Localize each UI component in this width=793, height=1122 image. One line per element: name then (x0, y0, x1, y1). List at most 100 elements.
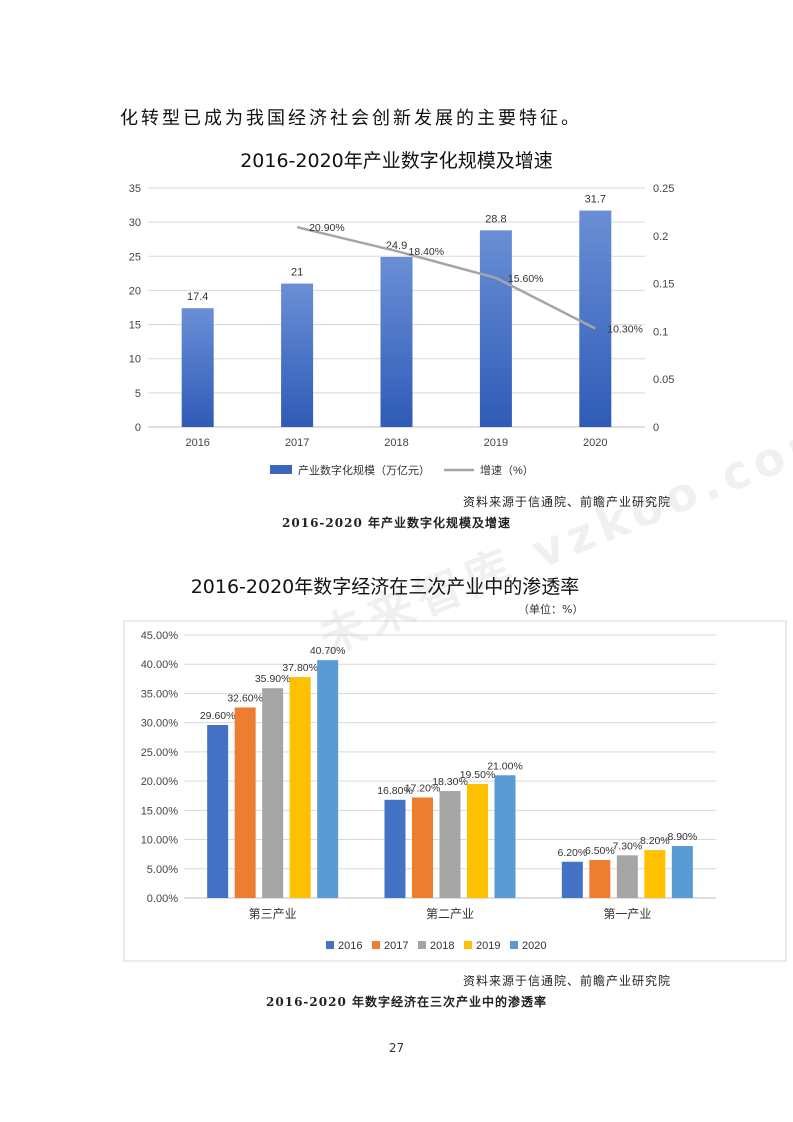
bar (579, 210, 612, 427)
bar-data-label: 17.20% (405, 782, 441, 794)
intro-paragraph: 化转型已成为我国经济社会创新发展的主要特征。 (120, 108, 582, 129)
chart-1-caption: 2016-2020 年产业数字化规模及增速 (282, 516, 511, 530)
y-tick-label: 25 (129, 251, 141, 263)
y-tick-label: 45.00% (141, 630, 179, 642)
bar-data-label: 17.4 (187, 291, 208, 303)
y-tick-label: 10.00% (141, 835, 179, 847)
bar-data-label: 6.50% (585, 845, 615, 857)
y-tick-label: 15.00% (141, 805, 179, 817)
y2-tick-label: 0.25 (653, 183, 674, 195)
y-tick-label: 40.00% (141, 659, 179, 671)
chart-frame (123, 620, 787, 962)
y-tick-label: 30.00% (141, 718, 179, 730)
y2-tick-label: 0 (653, 422, 659, 434)
bar (589, 860, 611, 898)
bar-data-label: 28.8 (485, 213, 506, 225)
x-tick-label: 2017 (285, 437, 309, 449)
bar-data-label: 18.30% (432, 776, 468, 788)
legend-label: 2017 (384, 940, 408, 952)
bar (494, 775, 516, 898)
x-tick-label: 2018 (384, 437, 408, 449)
bar-data-label: 6.20% (557, 847, 587, 859)
x-tick-label: 2016 (185, 437, 209, 449)
growth-line (296, 225, 596, 330)
y-tick-label: 5 (135, 388, 141, 400)
bar (439, 791, 461, 898)
bar (412, 797, 433, 898)
chart-2-source: 资料来源于信通院、前瞻产业研究院 (462, 974, 671, 988)
bar-data-label: 21.00% (487, 760, 523, 772)
line-data-label: 20.90% (309, 222, 345, 234)
y-tick-label: 20.00% (141, 776, 179, 788)
bar-data-label: 35.90% (255, 673, 291, 685)
chart-1-title: 2016-2020年产业数字化规模及增速 (240, 150, 553, 172)
bar-data-label: 8.20% (640, 835, 670, 847)
y-tick-label: 5.00% (147, 864, 178, 876)
y-tick-label: 15 (129, 320, 141, 332)
y-tick-label: 25.00% (141, 747, 179, 759)
legend-label: 2016 (338, 940, 362, 952)
y-tick-label: 10 (129, 354, 141, 366)
legend-label-bar: 产业数字化规模（万亿元） (298, 463, 430, 477)
legend-swatch (372, 941, 380, 949)
x-tick-label: 2019 (484, 437, 508, 449)
y2-tick-label: 0.2 (653, 231, 668, 243)
legend-label: 2019 (476, 940, 500, 952)
y-tick-label: 0.00% (147, 893, 178, 905)
bar (207, 725, 229, 898)
bar (479, 230, 512, 427)
chart-1-source: 资料来源于信通院、前瞻产业研究院 (462, 495, 671, 509)
y2-tick-label: 0.05 (653, 374, 674, 386)
x-tick-label: 第一产业 (603, 907, 651, 921)
y2-tick-label: 0.1 (653, 326, 668, 338)
y-tick-label: 0 (135, 422, 141, 434)
chart-1-svg: 0 5 10 15 20 25 30 35 0 0.05 0.1 0.15 0.2 0.25 17.4 201… (129, 183, 675, 477)
bar (671, 845, 693, 898)
bar-data-label: 7.30% (612, 840, 642, 852)
x-tick-label: 第二产业 (426, 907, 474, 921)
y2-tick-label: 0.15 (653, 279, 674, 291)
bar-data-label: 21 (291, 267, 303, 279)
bar (616, 855, 638, 898)
chart-2-caption: 2016-2020 年数字经济在三次产业中的渗透率 (266, 995, 547, 1009)
x-tick-label: 2020 (583, 437, 607, 449)
chart-2-unit: （单位：%） (518, 603, 584, 616)
line-data-label: 18.40% (409, 246, 445, 258)
bar (289, 677, 311, 898)
line-data-label: 15.60% (508, 273, 544, 285)
y-tick-label: 20 (129, 285, 141, 297)
x-tick-label: 第三产业 (249, 907, 297, 921)
legend-swatch (464, 941, 472, 949)
y-tick-label: 35.00% (141, 688, 179, 700)
legend-label: 2018 (430, 940, 454, 952)
page-number: 27 (388, 1041, 405, 1055)
bar (317, 660, 339, 898)
bar-data-label: 37.80% (282, 662, 318, 674)
bar (384, 799, 406, 898)
bar (467, 784, 488, 898)
y-tick-label: 35 (129, 183, 141, 195)
bar-data-label: 29.60% (200, 710, 236, 722)
bar (644, 850, 666, 898)
bar (281, 283, 314, 427)
legend-swatch (510, 941, 518, 949)
legend-swatch (326, 941, 334, 949)
bar (262, 688, 284, 898)
bar (380, 256, 413, 427)
line-data-label: 10.30% (607, 324, 643, 336)
bar-data-label: 40.70% (310, 645, 346, 657)
legend-label: 2020 (522, 940, 546, 952)
bar-data-label: 8.90% (667, 831, 697, 843)
bar (561, 861, 583, 898)
bar (234, 707, 256, 898)
chart-2-svg: 0.00% 5.00% 10.00% 15.00% 20.00% 25.00% 30.00%… (123, 620, 787, 962)
legend-label-line: 增速（%） (480, 463, 534, 477)
bar (181, 308, 214, 427)
bar-data-label: 16.80% (377, 785, 413, 797)
bar-data-label: 32.60% (227, 692, 263, 704)
y-tick-label: 30 (129, 217, 141, 229)
legend-swatch-bar (270, 465, 292, 474)
legend-swatch (418, 941, 426, 949)
chart-2-title: 2016-2020年数字经济在三次产业中的渗透率 (190, 576, 580, 598)
bar-data-label: 19.50% (460, 769, 496, 781)
